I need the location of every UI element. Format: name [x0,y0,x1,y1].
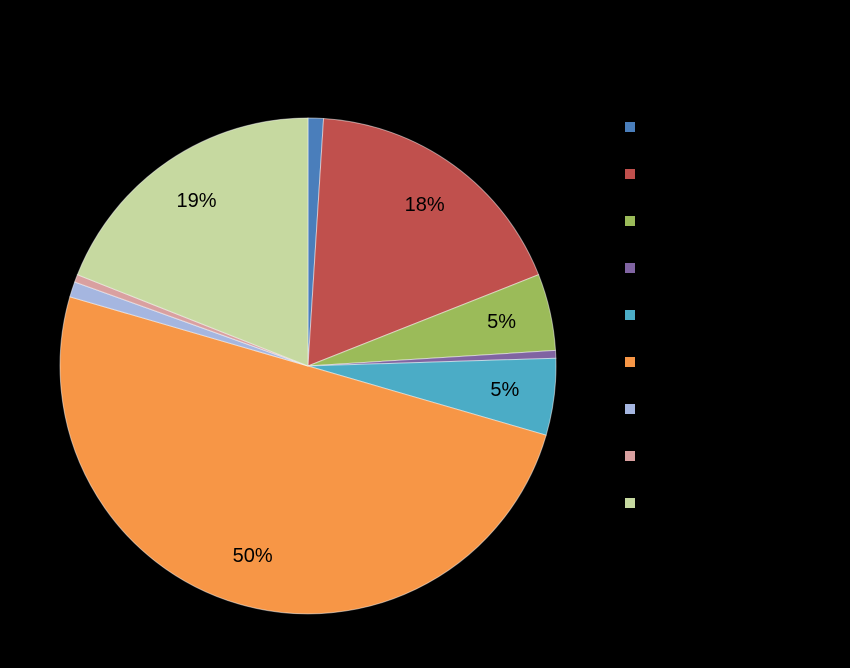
legend-marker [625,122,635,132]
legend-marker [625,216,635,226]
data-label: 5% [487,311,516,333]
legend-marker [625,498,635,508]
legend-marker [625,357,635,367]
data-label: 18% [405,194,445,216]
legend-marker [625,169,635,179]
data-label: 19% [176,190,216,212]
legend-marker [625,263,635,273]
legend-marker [625,451,635,461]
pie-slice [76,117,309,367]
pie-slice [59,296,547,615]
data-label: 5% [490,379,519,401]
data-label: 50% [233,545,273,567]
legend-marker [625,404,635,414]
pie-slice [307,117,540,367]
legend-marker [625,310,635,320]
